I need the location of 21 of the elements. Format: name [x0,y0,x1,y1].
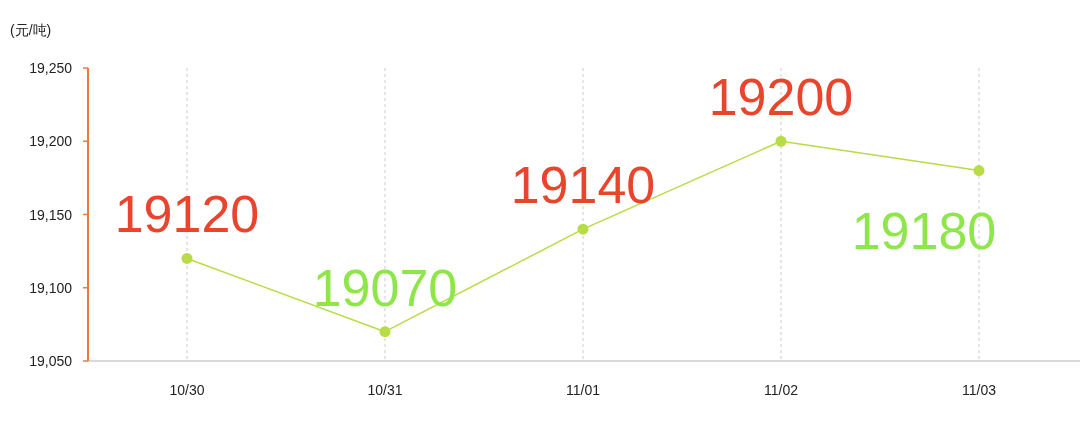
point [379,326,391,338]
x-tick-label: 10/30 [169,382,205,398]
data-label: 19140 [510,156,656,215]
x-tick-label: 11/02 [764,382,799,398]
x-tick-label: 10/31 [367,382,403,398]
x-tick-label: 11/03 [962,382,997,398]
point [181,252,193,264]
y-axis-title: (元/吨) [10,22,52,38]
y-tick-label: 19,150 [29,206,73,223]
data-label: 19070 [312,258,458,317]
point [973,165,985,177]
data-label: 19180 [851,201,997,260]
x-tick-label: 11/01 [566,382,601,398]
y-tick-label: 19,200 [29,133,73,150]
y-tick-label: 19,250 [29,60,73,76]
y-tick-label: 19,100 [29,279,73,296]
data-label: 19120 [114,185,260,244]
point [577,223,589,235]
y-tick-label: 19,050 [29,353,73,369]
data-label: 19200 [708,68,854,127]
point [775,135,787,147]
